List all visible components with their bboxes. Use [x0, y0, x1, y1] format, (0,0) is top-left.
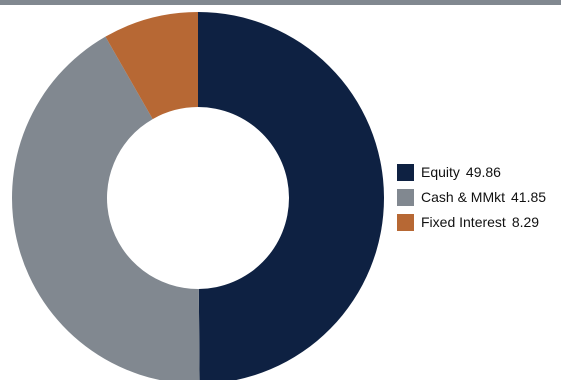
- legend-swatch-fixed-interest: [397, 214, 414, 231]
- legend-value-fixed-interest: 8.29: [512, 214, 539, 230]
- legend-swatch-equity: [397, 164, 414, 181]
- donut-slice-equity: [198, 12, 384, 380]
- legend-value-cash-mmkt: 41.85: [511, 189, 546, 205]
- legend-value-equity: 49.86: [466, 164, 501, 180]
- legend-swatch-cash-mmkt: [397, 189, 414, 206]
- legend-label-equity: Equity: [421, 164, 460, 180]
- legend-label-cash-mmkt: Cash & MMkt: [421, 189, 505, 205]
- chart-legend: Equity 49.86 Cash & MMkt 41.85 Fixed Inter…: [397, 164, 546, 239]
- legend-item-fixed-interest: Fixed Interest 8.29: [397, 214, 546, 231]
- legend-item-cash-mmkt: Cash & MMkt 41.85: [397, 189, 546, 206]
- legend-label-fixed-interest: Fixed Interest: [421, 214, 506, 230]
- legend-item-equity: Equity 49.86: [397, 164, 546, 181]
